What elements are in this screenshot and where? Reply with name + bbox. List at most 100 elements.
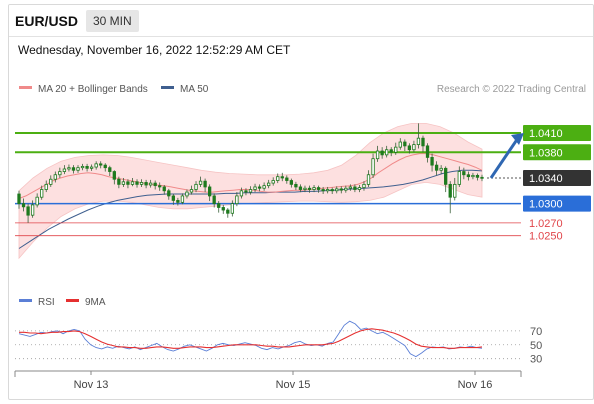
candle-body bbox=[353, 186, 357, 190]
forecast-arrow bbox=[489, 133, 524, 179]
candle-body bbox=[271, 180, 275, 184]
candle-body bbox=[475, 174, 480, 178]
candle-body bbox=[330, 189, 334, 192]
candle-body bbox=[139, 182, 144, 185]
candle-body bbox=[126, 181, 130, 185]
candle-body bbox=[17, 193, 21, 205]
level-label-box bbox=[523, 195, 591, 212]
candle-body bbox=[89, 166, 94, 169]
ma50-legend-swatch bbox=[161, 86, 174, 89]
candle-body bbox=[344, 187, 348, 191]
candle-body bbox=[480, 176, 484, 179]
candle-body bbox=[158, 185, 162, 188]
candle-body bbox=[348, 186, 353, 189]
candle-body bbox=[108, 167, 112, 172]
candle-body bbox=[76, 167, 80, 171]
candle-body bbox=[248, 189, 253, 193]
candle-body bbox=[326, 189, 330, 192]
candle-body bbox=[389, 149, 393, 153]
candle-body bbox=[117, 178, 121, 185]
candle-body bbox=[135, 181, 139, 185]
header-bar: EUR/USD 30 MIN bbox=[9, 5, 593, 37]
rsi-tick-label: 70 bbox=[530, 326, 542, 338]
candle-body bbox=[471, 174, 475, 178]
candle-body bbox=[80, 166, 85, 169]
rsi-tick-label: 50 bbox=[530, 340, 542, 352]
candle-body bbox=[35, 196, 39, 206]
rsi-tick-label: 30 bbox=[530, 354, 542, 366]
candle-body bbox=[217, 203, 221, 208]
candle-body bbox=[285, 177, 289, 181]
candle-body bbox=[153, 182, 157, 187]
candle-body bbox=[421, 137, 425, 147]
candle-body bbox=[303, 187, 307, 190]
candle-body bbox=[294, 183, 298, 188]
candle-body bbox=[58, 171, 62, 176]
chart-widget: EUR/USD 30 MIN Wednesday, November 16, 2… bbox=[8, 4, 594, 400]
candle-body bbox=[453, 183, 457, 198]
price-chart: MA 20 + Bollinger Bands MA 50 Research ©… bbox=[14, 84, 591, 391]
candle-body bbox=[339, 188, 343, 191]
candle-body bbox=[239, 190, 244, 197]
candle-body bbox=[416, 137, 421, 145]
rsi-ma-legend-label: 9MA bbox=[85, 297, 106, 308]
candle-body bbox=[375, 150, 380, 160]
candle-body bbox=[30, 204, 35, 216]
candle-body bbox=[253, 186, 257, 190]
level-label: 1.0270 bbox=[529, 218, 563, 230]
candle-body bbox=[362, 183, 366, 188]
level-label: 1.0380 bbox=[529, 147, 563, 159]
arrow-shaft bbox=[489, 137, 520, 179]
candle-body bbox=[321, 189, 325, 192]
candle-body bbox=[171, 195, 175, 201]
candle-body bbox=[26, 206, 30, 216]
candle-body bbox=[226, 209, 230, 214]
candle-body bbox=[444, 167, 448, 185]
candle-body bbox=[112, 171, 116, 180]
candle-body bbox=[103, 164, 107, 169]
rsi-lines bbox=[18, 320, 483, 358]
level-label-box bbox=[523, 144, 591, 161]
x-tick-label: Nov 16 bbox=[458, 379, 493, 391]
level-label: 1.0410 bbox=[529, 128, 563, 140]
candle-body bbox=[394, 146, 398, 153]
candle-body bbox=[67, 167, 71, 170]
timeframe-badge[interactable]: 30 MIN bbox=[86, 10, 139, 32]
candle-body bbox=[162, 186, 166, 192]
candle-body bbox=[230, 203, 234, 214]
candle-body bbox=[407, 145, 412, 151]
candle-body bbox=[434, 164, 439, 171]
candle-body bbox=[457, 171, 461, 185]
candle-body bbox=[49, 178, 53, 185]
candle-body bbox=[40, 189, 44, 198]
timestamp: Wednesday, November 16, 2022 12:52:29 AM… bbox=[18, 43, 291, 57]
candle-body bbox=[430, 157, 434, 166]
candle-body bbox=[167, 190, 171, 197]
candle-body bbox=[121, 181, 126, 185]
rsi-ma-line bbox=[19, 328, 483, 349]
candle-body bbox=[212, 195, 216, 205]
candle-body bbox=[221, 207, 225, 211]
candle-body bbox=[448, 183, 452, 198]
candle-body bbox=[53, 174, 57, 180]
candles bbox=[17, 123, 484, 223]
candle-body bbox=[267, 182, 271, 187]
rsi-legend-swatch bbox=[19, 299, 32, 302]
candle-body bbox=[307, 187, 312, 190]
arrow-head bbox=[511, 133, 524, 146]
candle-body bbox=[71, 167, 76, 171]
candle-body bbox=[276, 176, 280, 181]
candle-body bbox=[62, 168, 67, 172]
candle-body bbox=[130, 181, 135, 185]
x-axis-ticks: Nov 13 Nov 15 Nov 16 bbox=[14, 371, 522, 391]
candle-body bbox=[244, 190, 248, 193]
candle-body bbox=[398, 141, 402, 148]
candle-body bbox=[412, 144, 416, 151]
instrument-title: EUR/USD bbox=[15, 13, 79, 29]
rsi-legend-label: RSI bbox=[38, 297, 55, 308]
level-label: 1.0300 bbox=[529, 199, 563, 211]
ma50-legend-label: MA 50 bbox=[180, 84, 209, 95]
candle-body bbox=[280, 176, 284, 179]
level-label-box bbox=[523, 125, 591, 142]
